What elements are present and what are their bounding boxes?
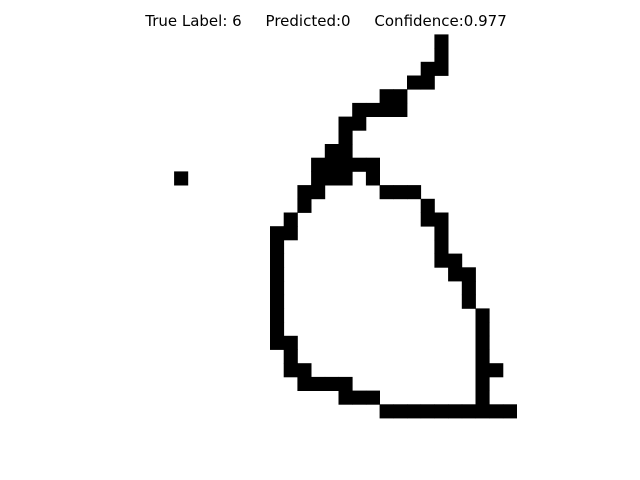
pixel: [448, 253, 463, 268]
pixel: [489, 363, 504, 378]
pixel: [270, 308, 285, 323]
pixel: [338, 157, 353, 172]
pixel: [283, 335, 298, 350]
pixel: [311, 157, 326, 172]
pixel: [365, 390, 380, 405]
pixel: [283, 349, 298, 364]
pixel: [311, 185, 326, 200]
true-label-text: True Label: 6: [145, 12, 242, 30]
pixel: [420, 404, 435, 419]
pixel: [283, 363, 298, 378]
pixel: [461, 404, 476, 419]
predicted-text: Predicted:0: [265, 12, 351, 30]
pixel: [270, 253, 285, 268]
pixel: [475, 363, 490, 378]
pixel: [270, 294, 285, 309]
pixel: [393, 102, 408, 117]
pixel: [434, 34, 449, 49]
pixel: [502, 404, 517, 419]
pixel: [338, 390, 353, 405]
pixel: [420, 75, 435, 90]
pixel: [324, 376, 339, 391]
pixel: [297, 376, 312, 391]
pixel: [270, 239, 285, 254]
pixel: [434, 239, 449, 254]
pixel: [434, 404, 449, 419]
confidence-text: Confidence:0.977: [374, 12, 507, 30]
pixel: [461, 281, 476, 296]
pixel: [393, 404, 408, 419]
pixel: [434, 226, 449, 241]
pixel: [297, 198, 312, 213]
pixel: [270, 322, 285, 337]
pixel: [448, 404, 463, 419]
pixel: [475, 376, 490, 391]
pixel: [407, 75, 422, 90]
pixel: [434, 48, 449, 63]
pixel: [311, 171, 326, 186]
pixel: [338, 376, 353, 391]
pixel: [475, 308, 490, 323]
pixel: [270, 267, 285, 282]
pixel: [311, 376, 326, 391]
pixel: [352, 390, 367, 405]
pixel: [420, 212, 435, 227]
pixel: [324, 157, 339, 172]
pixel: [379, 89, 394, 104]
pixel: [475, 390, 490, 405]
plot-title: True Label: 6 Predicted:0 Confidence:0.9…: [0, 12, 640, 30]
pixel: [461, 294, 476, 309]
pixel: [379, 102, 394, 117]
pixel: [283, 226, 298, 241]
pixel: [338, 171, 353, 186]
pixel: [434, 253, 449, 268]
pixel: [489, 404, 504, 419]
pixel: [448, 267, 463, 282]
pixel: [475, 404, 490, 419]
pixel: [407, 404, 422, 419]
pixel: [324, 171, 339, 186]
pixel: [338, 116, 353, 131]
pixel: [379, 404, 394, 419]
pixel: [365, 102, 380, 117]
pixel: [434, 61, 449, 76]
pixel: [365, 157, 380, 172]
pixel: [461, 267, 476, 282]
pixel: [352, 102, 367, 117]
pixel: [324, 144, 339, 159]
pixel: [338, 144, 353, 159]
pixel: [420, 61, 435, 76]
pixel: [393, 185, 408, 200]
pixel: [407, 185, 422, 200]
pixel: [365, 171, 380, 186]
pixel: [352, 157, 367, 172]
pixel: [270, 335, 285, 350]
pixel: [420, 198, 435, 213]
pixel: [283, 212, 298, 227]
pixel: [174, 171, 189, 186]
pixel: [379, 185, 394, 200]
pixel: [352, 116, 367, 131]
pixel: [297, 185, 312, 200]
pixel: [393, 89, 408, 104]
pixel: [475, 349, 490, 364]
pixel: [475, 335, 490, 350]
pixel: [297, 363, 312, 378]
pixel: [475, 322, 490, 337]
pixel: [434, 212, 449, 227]
pixel: [270, 281, 285, 296]
pixel: [338, 130, 353, 145]
pixel: [270, 226, 285, 241]
